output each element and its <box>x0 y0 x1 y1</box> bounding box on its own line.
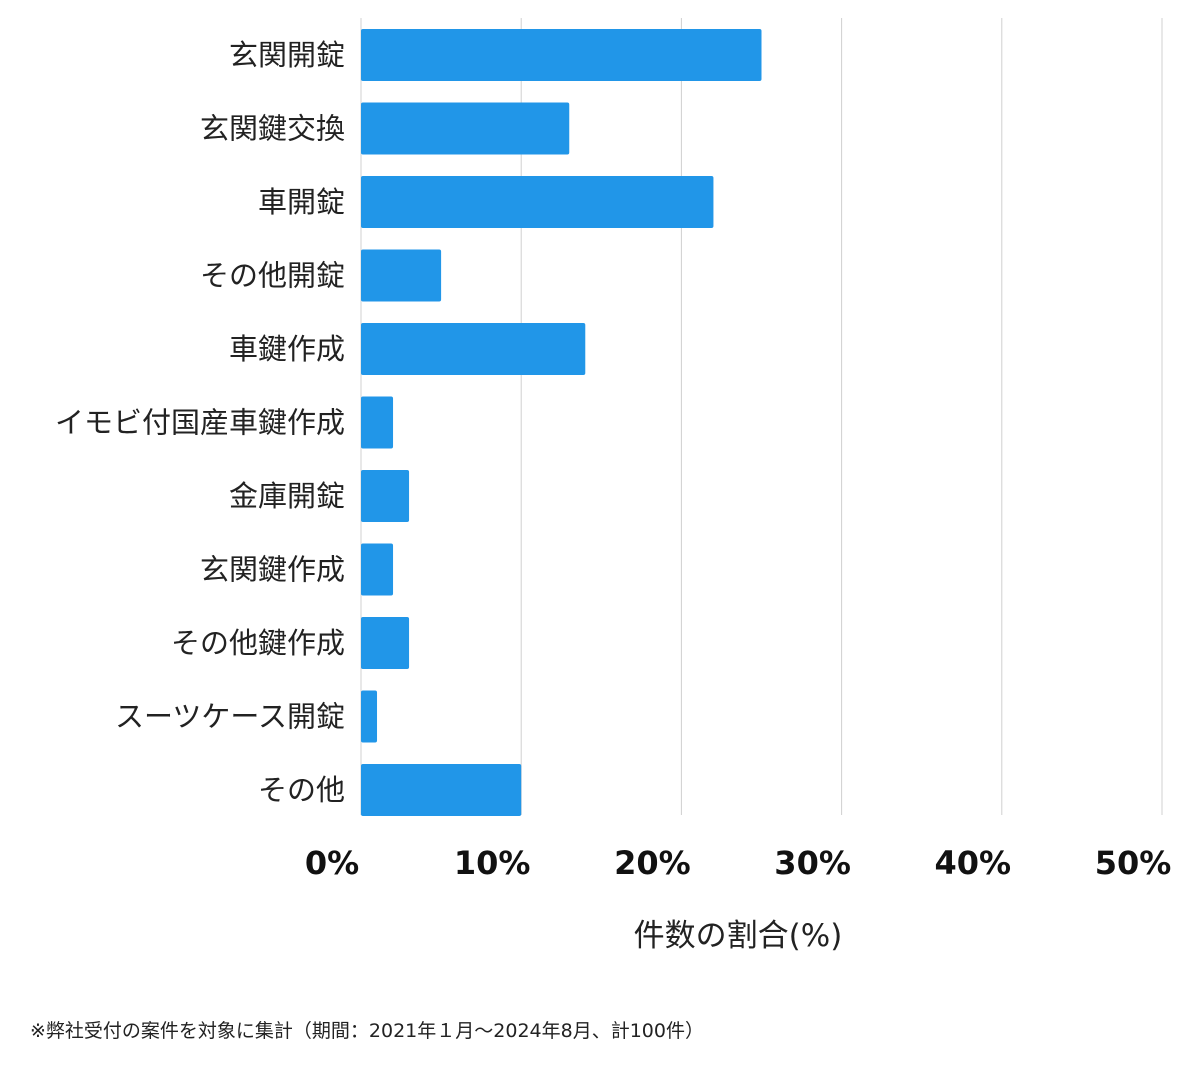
bar <box>361 176 714 228</box>
x-tick-label: 30% <box>774 844 851 882</box>
y-category-label: その他開錠 <box>200 259 345 293</box>
bar <box>361 764 522 816</box>
x-tick-label: 0% <box>305 844 359 882</box>
x-axis-title: 件数の割合(%) <box>634 918 843 954</box>
bar <box>361 690 378 743</box>
bar <box>361 396 394 449</box>
y-category-label: スーツケース開錠 <box>115 700 345 734</box>
bar <box>361 323 586 375</box>
bar <box>361 470 410 522</box>
y-category-label: その他 <box>258 773 345 807</box>
x-tick-label: 40% <box>935 844 1012 882</box>
y-category-label: 金庫開錠 <box>229 479 345 513</box>
bar <box>361 617 410 669</box>
y-category-label: 玄関開錠 <box>229 38 345 72</box>
y-category-label: その他鍵作成 <box>171 626 345 660</box>
y-category-label: 車開錠 <box>258 185 345 219</box>
x-tick-label: 10% <box>454 844 531 882</box>
x-tick-label: 50% <box>1095 844 1172 882</box>
y-category-label: 車鍵作成 <box>229 332 345 366</box>
bar-chart: 玄関開錠玄関鍵交換車開錠その他開錠車鍵作成イモビ付国産車鍵作成金庫開錠玄関鍵作成… <box>55 18 1172 954</box>
footnote: ※弊社受付の案件を対象に集計（期間：2021年１月〜2024年8月、計100件） <box>30 1020 704 1042</box>
y-category-label: 玄関鍵作成 <box>200 553 345 587</box>
x-tick-label: 20% <box>614 844 691 882</box>
bar <box>361 543 394 596</box>
bar <box>361 102 570 155</box>
bar <box>361 249 442 302</box>
y-category-label: 玄関鍵交換 <box>200 112 345 146</box>
bar <box>361 29 762 81</box>
y-category-label: イモビ付国産車鍵作成 <box>55 406 345 440</box>
